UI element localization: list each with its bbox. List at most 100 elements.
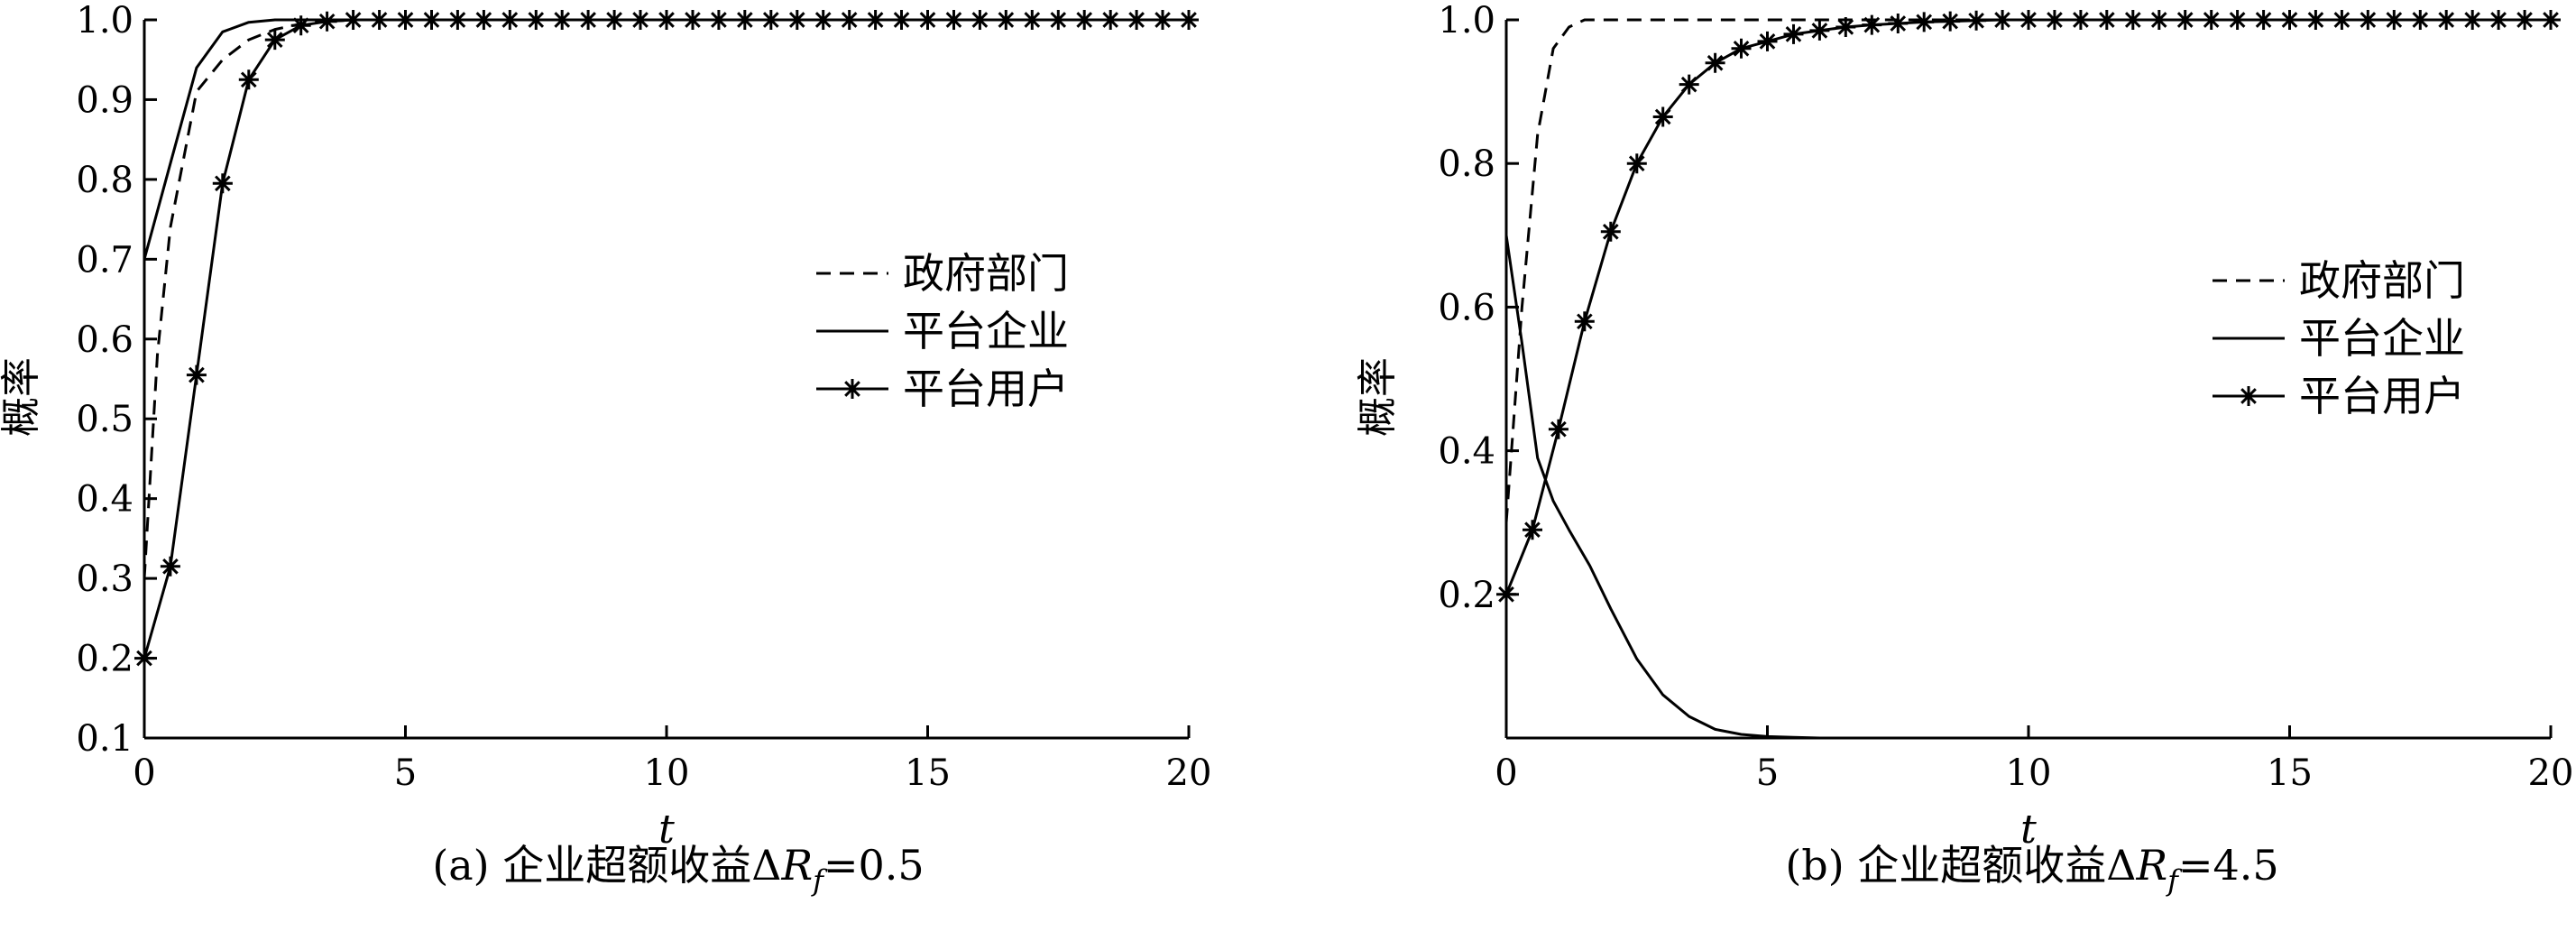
series-marker-star	[839, 10, 860, 30]
series-marker-star	[734, 10, 755, 30]
series-marker-star	[865, 10, 886, 30]
series-marker-star	[526, 10, 547, 30]
legend-label-3: 平台用户	[903, 364, 1069, 413]
y-tick-label: 0.6	[76, 319, 133, 361]
legend-label-2: 平台企业	[903, 307, 1069, 355]
series-marker-star	[683, 10, 703, 30]
panel-caption: (b) 企业超额收益ΔRf=4.5	[1785, 841, 2278, 898]
series-marker-star	[1600, 221, 1621, 242]
legend-marker-star	[842, 379, 862, 399]
series-marker-star	[1679, 74, 1699, 95]
y-tick-label: 0.7	[76, 239, 133, 281]
series-marker-star	[2070, 10, 2091, 30]
series-marker-star	[369, 10, 390, 30]
series-marker-star	[134, 648, 154, 669]
y-tick-label: 0.2	[1438, 575, 1495, 616]
x-tick-label: 15	[905, 752, 951, 794]
legend-label-2: 平台企业	[2299, 314, 2465, 363]
series-marker-star	[1496, 584, 1516, 604]
legend-label-1: 政府部门	[2299, 256, 2465, 305]
series-marker-star	[2332, 10, 2352, 30]
panel-a-chart: 0 5 10 15 20 0.1 0.2 0.3 0.4 0.5 0.6 0.7 0.8 0.9 1.0 t 概…	[0, 0, 1211, 898]
series-marker-star	[1862, 14, 1882, 35]
y-axis-label: 概率	[0, 357, 44, 437]
series-marker-star	[891, 10, 912, 30]
series-line-1	[1504, 18, 2551, 523]
series-marker-star	[1153, 10, 1173, 30]
series-marker-star	[1731, 38, 1752, 59]
series-line-3	[1504, 18, 2551, 595]
series-marker-star	[1626, 153, 1647, 174]
caption-var: R	[2136, 841, 2168, 890]
series-marker-star	[2358, 10, 2378, 30]
series-marker-star	[1705, 52, 1725, 73]
series-marker-star	[943, 10, 964, 30]
series-marker-star	[186, 364, 207, 385]
series-marker-star	[1100, 10, 1121, 30]
series-marker-star	[2384, 10, 2405, 30]
series-line-2	[1504, 235, 2551, 740]
series-marker-star	[1652, 106, 1673, 127]
y-tick-label: 0.2	[76, 639, 133, 680]
series-marker-star	[1914, 12, 1935, 32]
y-tick-label: 0.6	[1438, 287, 1495, 328]
series-marker-star	[1888, 14, 1909, 33]
series-marker-star	[708, 10, 729, 30]
y-tick-label: 1.0	[76, 0, 133, 42]
series-marker-star	[1127, 10, 1147, 30]
series-marker-star	[238, 69, 259, 90]
y-tick-label: 0.3	[76, 558, 133, 600]
x-tick-label: 20	[2528, 752, 2574, 794]
series-marker-star	[395, 10, 416, 30]
x-axis-label: t	[658, 807, 675, 853]
x-tick-label: 5	[394, 752, 417, 794]
series-marker-star	[1809, 20, 1830, 41]
series-marker-star	[2279, 10, 2300, 30]
y-tick-label: 0.8	[76, 160, 133, 201]
x-tick-label: 0	[133, 752, 155, 794]
y-axis-label: 概率	[1355, 357, 1401, 437]
series-marker-star	[2201, 10, 2222, 30]
y-tick-label: 0.1	[76, 718, 133, 760]
series-marker-star	[1757, 31, 1778, 51]
series-marker-star	[264, 30, 285, 51]
series-marker-star	[474, 10, 494, 30]
series-marker-star	[970, 10, 990, 30]
series-marker-star	[160, 556, 180, 577]
series-marker-star	[2096, 10, 2117, 30]
series-marker-star	[1179, 10, 1199, 30]
series-marker-star	[1940, 11, 1961, 32]
x-axis-label: t	[2020, 807, 2037, 853]
caption-prefix: (b) 企业超额收益Δ	[1785, 841, 2136, 890]
caption-suffix: =0.5	[823, 841, 925, 890]
series-marker-star	[2462, 10, 2483, 30]
caption-var: R	[780, 841, 813, 890]
series-marker-star	[1523, 520, 1542, 540]
series-marker-star	[1783, 23, 1804, 44]
series-marker-star	[787, 10, 807, 30]
series-marker-star	[2019, 10, 2038, 30]
series-marker-star	[657, 10, 676, 30]
series-marker-star	[2227, 10, 2248, 30]
legend-label-1: 政府部门	[903, 249, 1069, 298]
series-marker-star	[2044, 10, 2065, 30]
series-marker-star	[212, 173, 233, 194]
series-marker-star	[578, 10, 599, 30]
series-marker-star	[1048, 10, 1069, 30]
panel-caption: (a) 企业超额收益ΔRf=0.5	[432, 841, 924, 898]
series-marker-star	[421, 10, 442, 30]
series-marker-star	[343, 10, 363, 30]
series-marker-star	[2489, 10, 2509, 30]
y-tick-label: 1.0	[1438, 0, 1495, 42]
caption-suffix: =4.5	[2178, 841, 2279, 890]
series-marker-star	[2148, 10, 2169, 30]
y-tick-label: 0.4	[1438, 431, 1495, 473]
legend-marker-star	[2239, 386, 2259, 406]
x-tick-label: 5	[1756, 752, 1779, 794]
series-marker-star	[1574, 311, 1595, 332]
y-tick-label: 0.5	[76, 399, 133, 440]
series-marker-star	[2541, 10, 2561, 30]
series-line-1	[143, 18, 1189, 579]
